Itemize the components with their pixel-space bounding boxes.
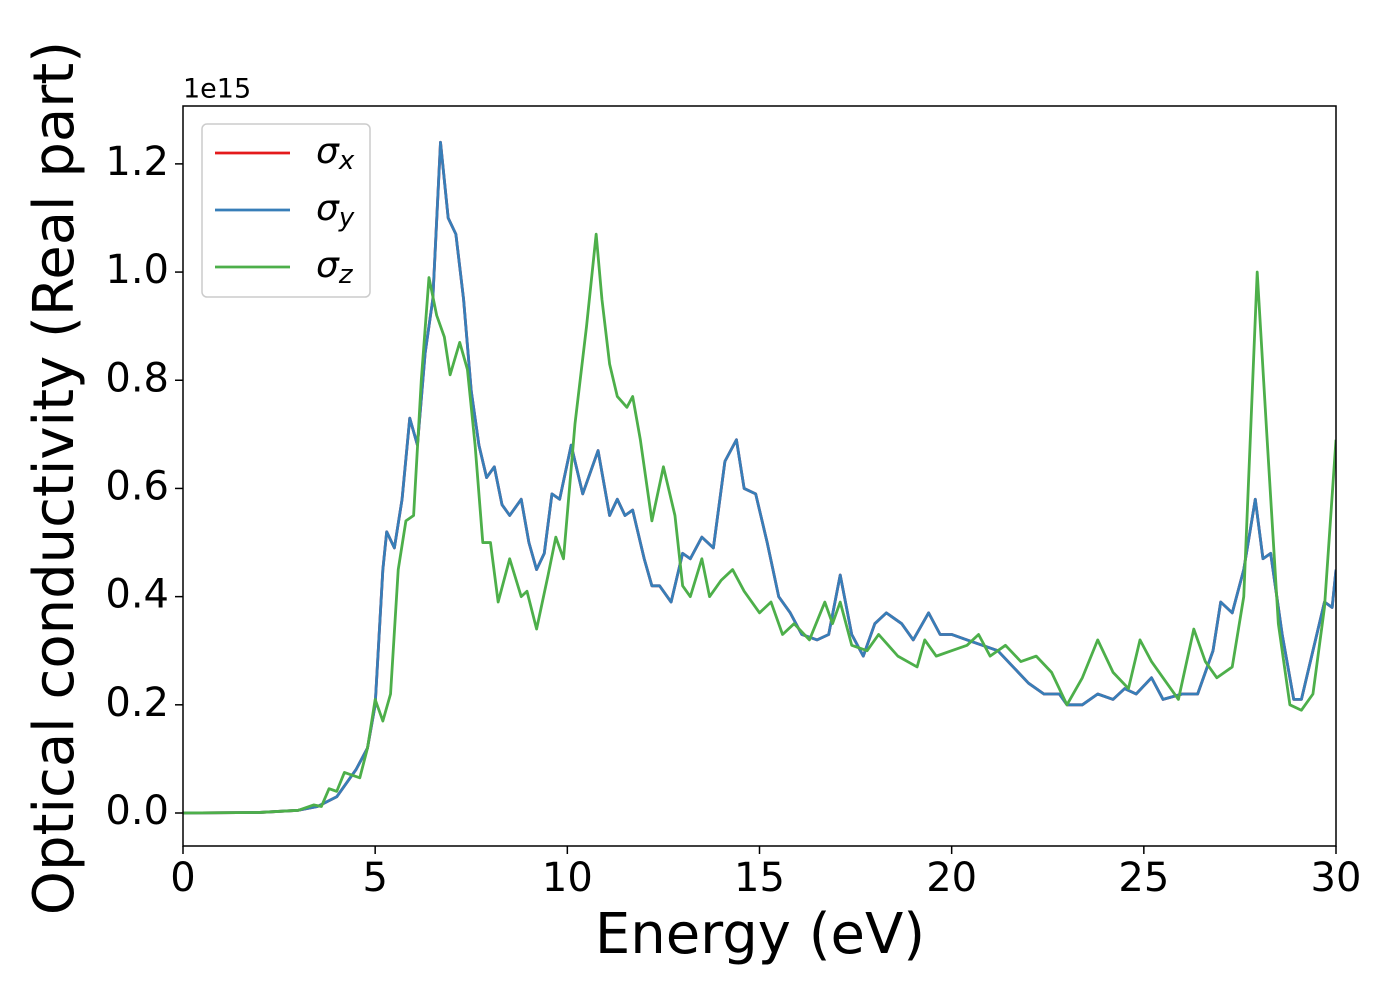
x-tick-label: 25 <box>1118 855 1169 901</box>
legend-label: σz <box>316 245 354 290</box>
y-offset-label: 1e15 <box>183 74 251 105</box>
y-tick-label: 0.6 <box>105 463 169 509</box>
legend-label: σx <box>316 131 355 176</box>
series-line <box>183 232 1336 815</box>
x-tick-label: 30 <box>1311 855 1362 901</box>
legend-label: σy <box>316 188 355 233</box>
plot-frame <box>182 105 1337 847</box>
x-tick-label: 10 <box>542 855 593 901</box>
x-axis-label: Energy (eV) <box>595 902 925 967</box>
y-tick-label: 0.4 <box>105 572 169 618</box>
y-tick-label: 1.2 <box>105 139 169 185</box>
series-line <box>183 140 1336 815</box>
x-tick-label: 5 <box>362 855 387 901</box>
y-tick-label: 0.0 <box>105 788 169 834</box>
y-axis-label: Optical conductivity (Real part) <box>22 41 87 915</box>
y-tick-label: 0.2 <box>105 680 169 726</box>
x-tick-label: 20 <box>926 855 977 901</box>
y-tick-label: 0.8 <box>105 355 169 401</box>
x-tick-label: 15 <box>734 855 785 901</box>
y-tick-label: 1.0 <box>105 247 169 293</box>
x-tick-label: 0 <box>170 855 195 901</box>
